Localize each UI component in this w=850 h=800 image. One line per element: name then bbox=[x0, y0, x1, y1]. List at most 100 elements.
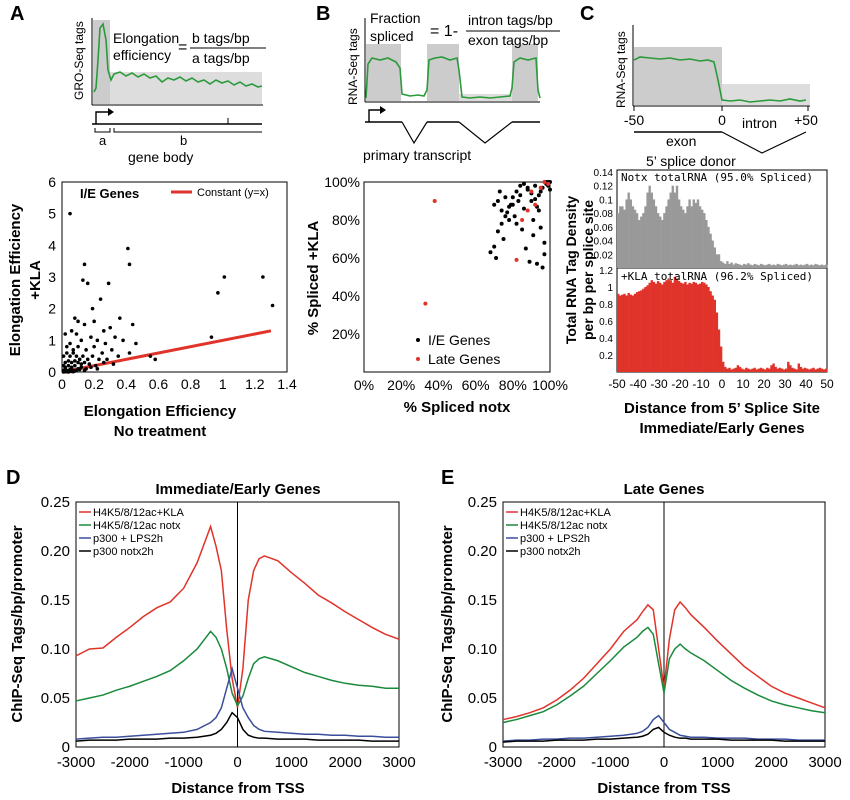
a-data-point bbox=[65, 351, 69, 355]
notx-bar bbox=[822, 265, 826, 268]
notx-bar bbox=[711, 240, 714, 268]
notx-bar bbox=[749, 264, 752, 268]
notx-bar bbox=[703, 213, 706, 268]
notx-bar bbox=[690, 206, 693, 268]
c-tick-m50-label: -50 bbox=[624, 112, 644, 128]
d-ytick-label: 0.10 bbox=[41, 641, 70, 658]
a-data-point bbox=[90, 354, 95, 358]
d-xtick-label: -1000 bbox=[164, 754, 202, 771]
region-b-shade bbox=[110, 72, 262, 104]
a-data-point bbox=[103, 341, 108, 346]
ie-gene-point bbox=[548, 187, 552, 192]
a-xtick-label: 0.2 bbox=[84, 376, 104, 392]
kla-bar bbox=[801, 368, 805, 372]
e-series-line bbox=[502, 726, 825, 743]
notx-bar bbox=[797, 265, 800, 268]
e-ytick-label: 0.05 bbox=[468, 690, 497, 707]
label-a: a bbox=[99, 133, 107, 148]
notx-bar bbox=[730, 262, 733, 268]
formula-den: a tags/bp bbox=[192, 50, 250, 66]
ie-gene-point bbox=[531, 233, 536, 238]
notx-bar bbox=[627, 192, 630, 268]
a-data-point bbox=[81, 354, 85, 358]
kla-bar bbox=[688, 282, 691, 372]
a-data-point bbox=[95, 338, 100, 343]
notx-bar bbox=[785, 263, 788, 268]
ie-gene-point bbox=[495, 229, 500, 234]
kla-bar bbox=[682, 283, 685, 372]
b-xtick-label: 0% bbox=[354, 377, 374, 393]
bracket-a bbox=[94, 128, 111, 133]
a-yticks: 0 1 2 3 4 5 6 bbox=[48, 174, 56, 380]
b-points bbox=[423, 180, 552, 306]
a-data-point bbox=[270, 303, 275, 308]
kla-bar bbox=[665, 280, 668, 372]
a-xtick-label: 0.4 bbox=[117, 376, 137, 392]
kla-bar-ytick: 0.6 bbox=[599, 317, 613, 328]
b-plot-frame bbox=[363, 181, 551, 373]
kla-bar-ytick: 0.4 bbox=[599, 334, 613, 345]
kla-bar bbox=[717, 329, 721, 372]
a-data-point bbox=[82, 322, 87, 327]
kla-bar bbox=[703, 282, 706, 372]
notx-bar bbox=[816, 264, 819, 268]
notx-bar bbox=[743, 263, 746, 268]
kla-bar bbox=[797, 363, 800, 372]
kla-bar bbox=[803, 367, 807, 372]
d-xtick-label: -2000 bbox=[111, 754, 149, 771]
notx-bar bbox=[707, 226, 710, 268]
c-bottom-bars bbox=[617, 276, 828, 372]
a-data-point bbox=[68, 341, 72, 346]
notx-bar bbox=[713, 247, 716, 268]
formula-lhs-1: Elongation bbox=[113, 30, 179, 46]
ie-gene-point bbox=[518, 183, 523, 188]
kla-bar bbox=[705, 284, 708, 372]
c-xtick-label: -10 bbox=[692, 377, 710, 391]
notx-bar bbox=[673, 192, 677, 268]
a-plot-frame bbox=[61, 181, 288, 373]
kla-bar-ytick: 1 bbox=[607, 283, 613, 294]
e-xtick-label: -1000 bbox=[591, 754, 629, 771]
a-data-point bbox=[82, 360, 87, 365]
d-xtick-label: 2000 bbox=[328, 754, 361, 771]
notx-bar bbox=[824, 264, 828, 268]
a-data-point bbox=[106, 281, 111, 286]
b-ytick-label: 20% bbox=[332, 326, 360, 342]
kla-bar bbox=[822, 369, 826, 372]
label-b: b bbox=[180, 133, 187, 148]
frac-2: spliced bbox=[370, 28, 414, 44]
notx-bar bbox=[778, 264, 782, 268]
d-xlabel: Distance from TSS bbox=[171, 780, 304, 797]
kla-bar bbox=[816, 368, 819, 372]
e-ytick-label: 0.20 bbox=[468, 543, 497, 560]
tss-arrowhead-b bbox=[380, 106, 386, 114]
notx-bar bbox=[661, 220, 664, 268]
kla-bar bbox=[780, 368, 784, 372]
a-data-point bbox=[110, 348, 114, 352]
notx-bar bbox=[770, 265, 773, 268]
notx-bar bbox=[772, 264, 775, 268]
e-ylabel: ChIP-Seq Tags/bp/promoter bbox=[439, 525, 456, 722]
a-data-point bbox=[73, 363, 77, 368]
a-data-point bbox=[148, 354, 153, 358]
kla-bar bbox=[759, 367, 763, 372]
a-data-point bbox=[79, 362, 84, 366]
kla-bar bbox=[806, 368, 809, 372]
ie-gene-point bbox=[531, 218, 536, 222]
notx-bar bbox=[652, 199, 656, 268]
b-xtick-label: 100% bbox=[532, 377, 568, 393]
kla-bar bbox=[715, 312, 719, 372]
ie-gene-point bbox=[503, 195, 508, 200]
notx-bar bbox=[715, 254, 719, 268]
notx-bar bbox=[677, 199, 681, 268]
a-data-point bbox=[73, 359, 77, 363]
a-data-point bbox=[116, 354, 121, 358]
kla-bar bbox=[701, 281, 704, 372]
rna-seq-trace-c bbox=[633, 56, 807, 103]
formula-eq: = bbox=[178, 39, 187, 56]
a-data-point bbox=[63, 369, 68, 374]
c-xtick-label: 0 bbox=[719, 377, 726, 391]
notx-bar bbox=[764, 265, 767, 268]
panel-letter-b: B bbox=[316, 3, 330, 25]
notx-bar bbox=[795, 263, 798, 268]
